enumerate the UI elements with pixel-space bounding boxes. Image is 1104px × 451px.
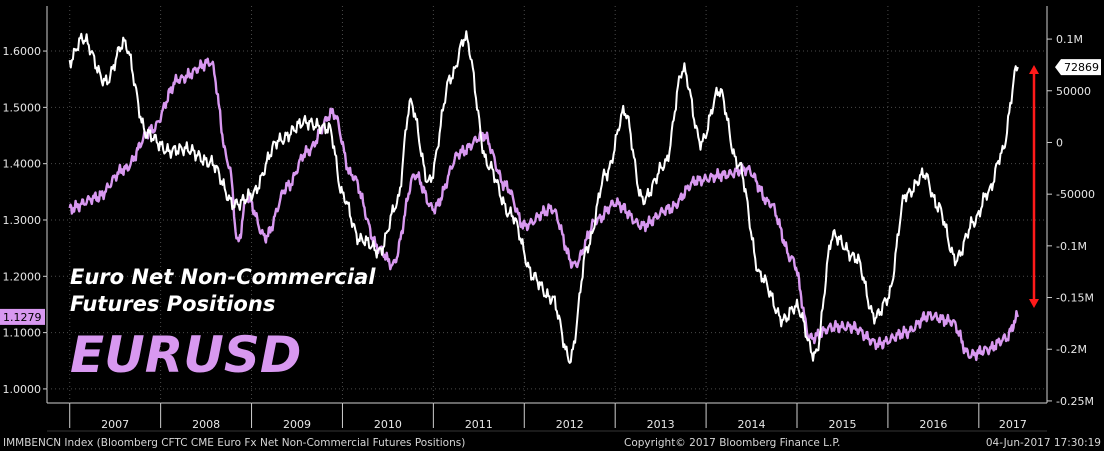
right-axis-ticks: 0.1M 50000 0 -50000 -0.1M -0.15M -0.2M -0.25M: [1047, 33, 1095, 408]
left-tick-label: 1.6000: [3, 45, 42, 58]
eurusd-line: [68, 57, 1020, 362]
red-arrow-head-up: [1029, 65, 1039, 74]
right-tick-label: 0.1M: [1056, 33, 1083, 46]
gridlines: [46, 6, 1048, 404]
left-tick-label: 1.5000: [3, 101, 42, 114]
x-tick-label: 2009: [283, 418, 311, 431]
left-tick-label: 1.2000: [3, 270, 42, 283]
x-tick-label: 2017: [999, 418, 1027, 431]
right-tick-label: 50000: [1056, 85, 1091, 98]
x-tick-label: 2012: [556, 418, 584, 431]
footer-copyright: Copyright© 2017 Bloomberg Finance L.P.: [624, 437, 840, 449]
x-tick-label: 2013: [647, 418, 675, 431]
chart-big-label: EURUSD: [70, 326, 301, 384]
x-axis-ticks: 2007 2008 2009 2010 2011 2012 2013 2014 2015 2016…: [47, 403, 1047, 432]
x-tick-label: 2007: [101, 418, 129, 431]
red-arrow-head-down: [1029, 299, 1039, 308]
overlay-group: 1.1279 72869: [0, 59, 1101, 325]
x-tick-label: 2015: [828, 418, 856, 431]
footer-timestamp: 04-Jun-2017 17:30:19: [986, 437, 1101, 449]
x-tick-label: 2008: [192, 418, 220, 431]
right-tick-label: -0.1M: [1056, 240, 1087, 253]
right-tick-label: -50000: [1056, 188, 1095, 201]
left-axis-ticks: 1.6000 1.5000 1.4000 1.3000 1.2000 1.1000 1.00…: [3, 45, 47, 396]
left-tick-label: 1.3000: [3, 214, 42, 227]
chart-title-line2: Futures Positions: [70, 292, 275, 316]
left-tick-label: 1.4000: [3, 158, 42, 171]
net-positions-line: [68, 30, 1019, 364]
left-tick-label: 1.1000: [3, 327, 42, 340]
positions-last-value: 72869: [1064, 61, 1099, 74]
chart-title-line1: Euro Net Non-Commercial: [70, 265, 376, 289]
x-tick-label: 2016: [919, 418, 947, 431]
left-tick-label: 1.0000: [3, 383, 42, 396]
eurusd-last-badge: [0, 308, 45, 325]
footer-left-text: IMMBENCN Index (Bloomberg CFTC CME Euro …: [3, 437, 465, 449]
series-group: [68, 30, 1020, 364]
x-tick-label: 2014: [738, 418, 766, 431]
x-tick-label: 2011: [465, 418, 493, 431]
right-tick-label: 0: [1056, 136, 1063, 149]
eurusd-last-value: 1.1279: [3, 311, 42, 324]
right-tick-label: -0.15M: [1056, 292, 1094, 305]
positions-last-badge: [1055, 59, 1101, 76]
x-tick-label: 2010: [374, 418, 402, 431]
right-tick-label: -0.25M: [1056, 395, 1094, 408]
right-tick-label: -0.2M: [1056, 343, 1087, 356]
